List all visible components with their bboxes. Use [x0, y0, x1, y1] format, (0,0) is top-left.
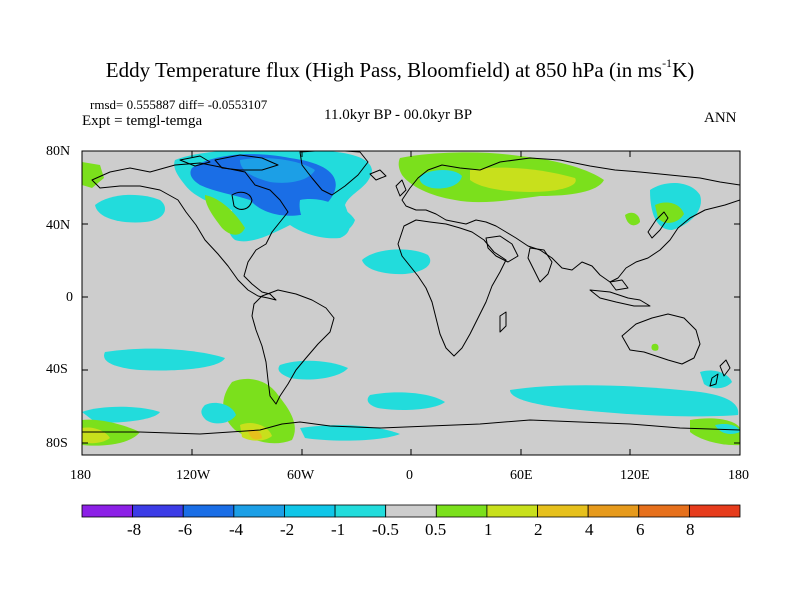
colorbar-label-7: 1: [484, 520, 493, 539]
region-antarctic-yellow-left: [82, 427, 110, 444]
colorbar-box: [284, 504, 336, 518]
colorbar-box: [638, 504, 690, 518]
region-wpac-green: [82, 162, 104, 188]
colorbar: [81, 504, 741, 518]
coastlines: [82, 151, 740, 435]
region-atlantic-cyan: [362, 249, 431, 275]
anomaly-regions: [82, 151, 740, 446]
colorbar-box: [385, 504, 437, 518]
colorbar-box: [81, 504, 134, 518]
region-east-asia-green: [625, 212, 640, 226]
region-labrador-cyan: [299, 199, 355, 235]
colorbar-box: [132, 504, 184, 518]
colorbar-label-10: 6: [636, 520, 645, 539]
coast-japan: [647, 211, 669, 239]
lat-label-80n: 80N: [46, 144, 71, 159]
lon-label-60w: 60W: [287, 468, 315, 483]
colorbar-label-8: 2: [534, 520, 543, 539]
region-south-indian-cyan: [510, 385, 739, 417]
region-drake-orange: [248, 429, 262, 440]
coast-iceland: [369, 169, 387, 181]
colorbar-box: [435, 504, 488, 518]
colorbar-box: [688, 504, 741, 518]
coast-uk: [395, 179, 407, 197]
region-drake-cyan: [201, 402, 236, 424]
period-label: 11.0kyr BP - 00.0kyr BP: [324, 107, 473, 123]
coast-indonesia: [589, 279, 651, 307]
lon-label-0: 0: [406, 468, 413, 483]
lat-label-40s: 40S: [46, 362, 68, 377]
title-main: Eddy Temperature flux (High Pass, Bloomf…: [105, 58, 663, 82]
colorbar-box: [486, 504, 538, 518]
colorbar-box: [182, 504, 235, 518]
colorbar-label-3: -2: [280, 520, 295, 539]
lon-label-120e: 120E: [620, 468, 650, 483]
colorbar-label-5: -0.5: [372, 520, 399, 539]
season-label: ANN: [704, 110, 737, 126]
experiment-label: Expt = temgl-temga: [82, 113, 203, 129]
lon-label-180w: 180: [70, 468, 91, 483]
colorbar-box: [233, 504, 285, 518]
coast-madagascar: [499, 311, 507, 333]
region-scandinavia-cyan: [419, 170, 462, 189]
coast-antarctica: [82, 419, 740, 435]
coast-australia: [621, 313, 701, 365]
region-spac-cyan: [104, 348, 225, 371]
lat-label-eq: 0: [66, 290, 73, 305]
colorbar-label-0: -8: [127, 520, 142, 539]
colorbar-label-6: 0.5: [425, 520, 447, 539]
coast-arctic-islands: [179, 154, 279, 171]
lat-label-80s: 80S: [46, 436, 68, 451]
colorbar-label-2: -4: [229, 520, 244, 539]
colorbar-box: [334, 504, 387, 518]
rmsd-label: rmsd= 0.555887 diff= -0.0553107: [90, 97, 268, 112]
region-australia-green: [651, 343, 659, 351]
colorbar-label-1: -6: [178, 520, 193, 539]
region-spac-cyan-2: [278, 360, 348, 380]
colorbar-label-9: 4: [585, 520, 594, 539]
plot-title: Eddy Temperature flux (High Pass, Bloomf…: [0, 56, 800, 83]
title-superscript: -1: [662, 56, 673, 70]
region-eurasia-yellow: [470, 167, 576, 192]
region-antarctic-cyan-mid: [300, 425, 400, 441]
coast-eurasia: [401, 157, 740, 283]
coast-arabia: [485, 235, 519, 263]
region-antarctic-cyan-right: [715, 423, 740, 434]
lon-label-120w: 120W: [176, 468, 211, 483]
region-far-south-pacific-cyan: [82, 406, 160, 423]
axis-ticks: [81, 150, 741, 455]
colorbar-box: [537, 504, 589, 518]
region-south-atlantic-cyan: [367, 392, 445, 410]
coast-africa: [397, 219, 507, 357]
colorbar-label-11: 8: [686, 520, 695, 539]
colorbar-label-4: -1: [331, 520, 346, 539]
coast-india: [527, 247, 553, 283]
map-panel: [82, 151, 740, 455]
coast-hudson-bay: [231, 191, 253, 210]
region-east-asia-green-2: [655, 202, 684, 223]
region-namerica-green: [205, 195, 245, 235]
region-npac-cyan: [95, 194, 165, 223]
lat-label-40n: 40N: [46, 218, 71, 233]
colorbar-box: [587, 504, 640, 518]
lon-label-60e: 60E: [510, 468, 533, 483]
title-suffix: K): [672, 58, 695, 82]
lon-label-180e: 180: [728, 468, 749, 483]
coast-south-america: [251, 289, 335, 405]
coast-new-zealand: [709, 359, 731, 387]
region-canada-blue-2: [240, 158, 315, 183]
